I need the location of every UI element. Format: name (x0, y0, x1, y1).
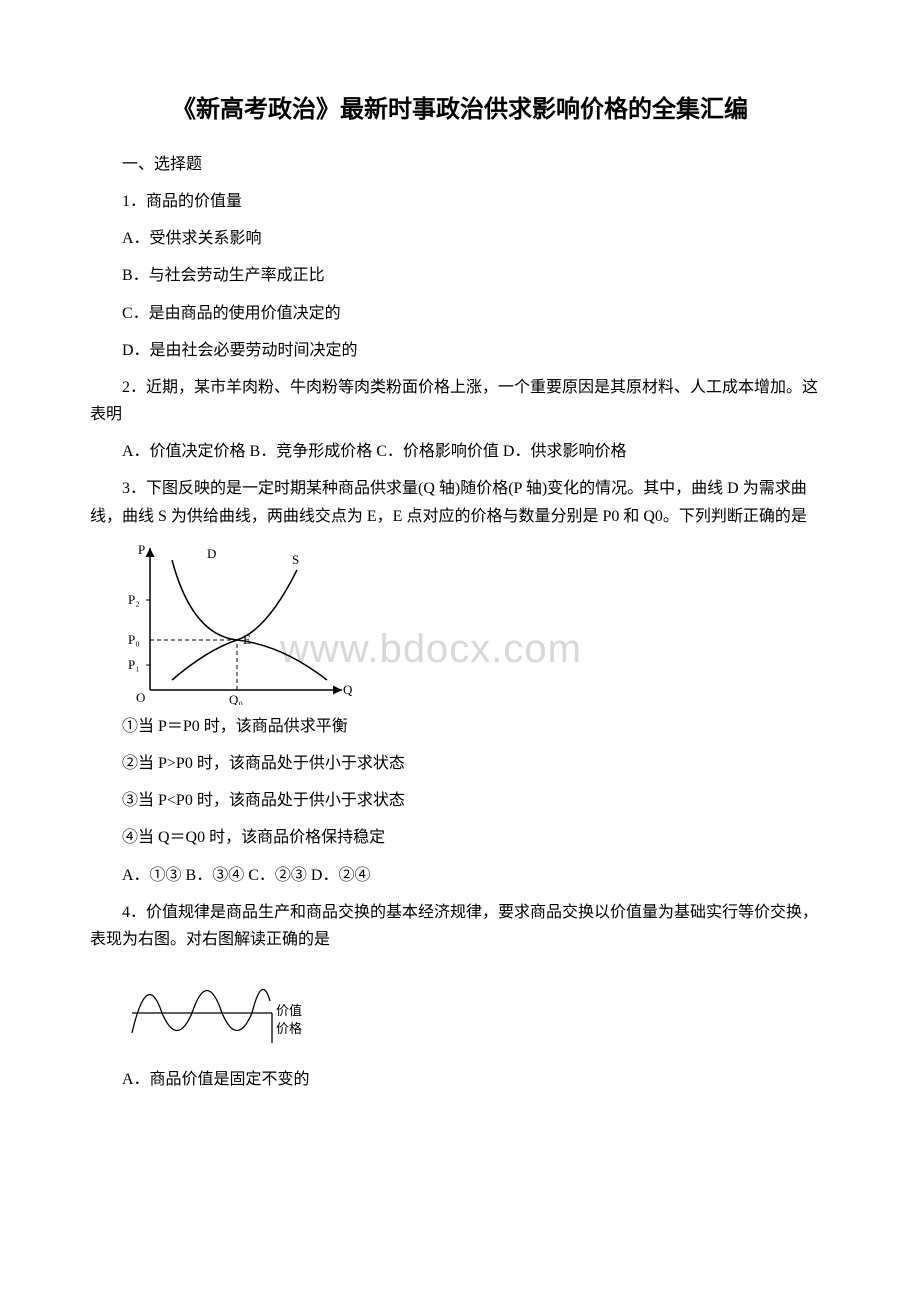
svg-text:价格: 价格 (276, 1021, 302, 1036)
q4-option-a: A．商品价值是固定不变的 (90, 1066, 830, 1093)
svg-text:价值: 价值 (276, 1003, 302, 1018)
svg-text:D: D (207, 546, 216, 561)
q3-statement-3: ③当 P<P0 时，该商品处于供小于求状态 (90, 787, 830, 814)
section-heading: 一、选择题 (90, 151, 830, 178)
svg-text:O: O (136, 690, 145, 705)
q3-stem: 3．下图反映的是一定时期某种商品供求量(Q 轴)随价格(P 轴)变化的情况。其中… (90, 475, 830, 529)
svg-text:P: P (138, 542, 145, 557)
q1-stem: 1．商品的价值量 (90, 188, 830, 215)
value-price-wave-chart: 价值价格 (122, 963, 830, 1058)
chart1-svg: P D S P₂ P₀ P₁ E O Q₀ Q (122, 540, 352, 705)
q3-options: A．①③ B．③④ C．②③ D．②④ (90, 862, 830, 889)
q4-stem: 4．价值规律是商品生产和商品交换的基本经济规律，要求商品交换以价值量为基础实行等… (90, 899, 830, 953)
svg-text:P₁: P₁ (128, 657, 140, 672)
svg-text:S: S (292, 552, 299, 567)
q1-option-b: B．与社会劳动生产率成正比 (90, 262, 830, 289)
svg-text:P₂: P₂ (128, 592, 140, 607)
svg-text:Q: Q (343, 682, 352, 697)
q2-options: A．价值决定价格 B．竞争形成价格 C．价格影响价值 D．供求影响价格 (90, 438, 830, 465)
q1-option-a: A．受供求关系影响 (90, 225, 830, 252)
svg-text:Q₀: Q₀ (229, 692, 243, 705)
supply-demand-chart: P D S P₂ P₀ P₁ E O Q₀ Q (122, 540, 830, 705)
q3-statement-4: ④当 Q＝Q0 时，该商品价格保持稳定 (90, 824, 830, 851)
svg-text:P₀: P₀ (128, 632, 140, 647)
q3-statement-1: ①当 P＝P0 时，该商品供求平衡 (90, 713, 830, 740)
q1-option-d: D．是由社会必要劳动时间决定的 (90, 337, 830, 364)
q3-statement-2: ②当 P>P0 时，该商品处于供小于求状态 (90, 750, 830, 777)
q1-option-c: C．是由商品的使用价值决定的 (90, 300, 830, 327)
page-title: 《新高考政治》最新时事政治供求影响价格的全集汇编 (90, 90, 830, 131)
q2-stem: 2．近期，某市羊肉粉、牛肉粉等肉类粉面价格上涨，一个重要原因是其原材料、人工成本… (90, 374, 830, 428)
svg-text:E: E (243, 632, 251, 647)
chart2-svg: 价值价格 (122, 963, 322, 1058)
